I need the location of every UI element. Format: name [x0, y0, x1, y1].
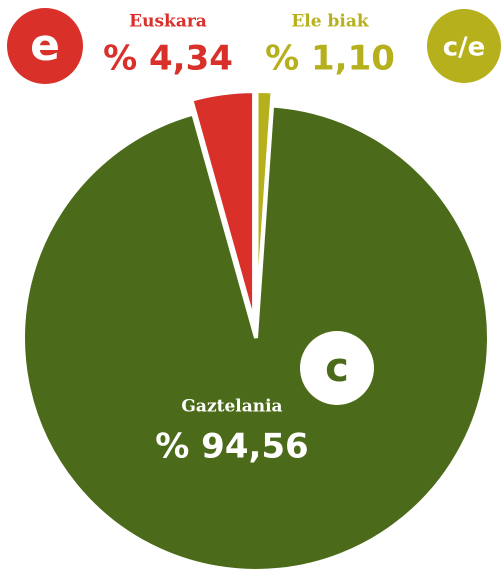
- value-label: % 94,56: [155, 427, 308, 467]
- category-label: Gaztelania: [181, 397, 282, 417]
- value-label: % 1,10: [265, 39, 395, 79]
- icon-circle: [300, 331, 374, 405]
- value-label: % 4,34: [103, 39, 233, 79]
- category-label: Ele biak: [291, 12, 370, 32]
- icon-label: c: [325, 345, 349, 391]
- icon-label: e: [30, 20, 60, 71]
- icon-label: c/e: [443, 33, 486, 63]
- category-label: Euskara: [129, 12, 207, 32]
- pie-slice: [188, 89, 257, 325]
- icon-circle: [427, 9, 501, 83]
- icon-circle: [7, 8, 83, 84]
- pie-slice: [21, 103, 491, 573]
